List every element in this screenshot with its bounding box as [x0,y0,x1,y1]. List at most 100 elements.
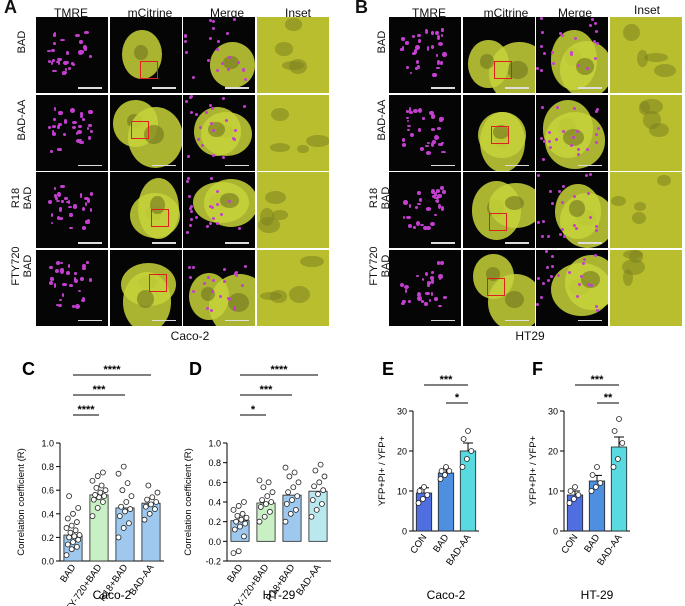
a-mito-dot [184,99,188,103]
a-mito-dot [207,58,211,62]
b-scale-bar [504,164,529,166]
a-tmre-dot [68,212,73,218]
chart-d-data-point [231,526,238,533]
a-tmre-dot [69,227,73,230]
b-tmre-dot [431,114,436,119]
a-tile-mcitrine-3 [109,249,182,326]
chart-d-data-point [286,473,293,480]
a-inset-structure [289,285,311,303]
panel-b-col-tmre: TMRE [412,6,446,20]
a-tmre-dot [84,31,89,35]
chart-d-data-point [240,499,247,505]
b-tmre-dot [442,52,448,57]
b-mito-dot [551,50,555,54]
chart-c-data-point [64,515,71,522]
b-mito-dot [589,284,593,288]
b-mito-dot [587,283,591,287]
b-mito-dot [539,44,543,48]
b-tmre-dot [438,204,442,210]
chart-c-data-point [127,506,134,512]
panel-b-caption: HT29 [515,329,545,343]
a-nucleus [227,293,249,312]
a-tmre-dot [59,216,64,220]
chart-d-data-point [282,464,289,471]
b-tmre-dot [437,194,442,198]
chart-f-data-point [575,492,582,498]
chart-c-data-point [76,532,83,538]
a-tmre-dot [81,206,85,212]
a-tmre-dot [63,119,68,124]
b-tile-mcitrine-1 [462,94,535,171]
a-tmre-dot [67,200,71,204]
a-tmre-dot [58,298,62,302]
a-mito-dot [232,17,236,21]
chart-c-data-point [115,534,122,541]
a-tile-tmre-3 [36,249,108,326]
b-mito-dot [556,106,560,110]
b-tmre-dot [404,284,410,289]
a-mito-dot [234,274,238,278]
b-scale-bar [504,319,529,321]
b-mito-dot [552,61,556,65]
a-nucleus [223,55,240,70]
chart-c-category-label: BAD [58,562,78,584]
chart-f-data-point [572,484,578,490]
a-mito-dot [189,210,193,214]
b-tile-mcitrine-3 [462,249,535,326]
a-mito-dot [209,309,213,313]
b-tmre-dot [417,107,422,113]
b-mito-dot [595,228,599,232]
a-tile-merge-0 [183,17,255,93]
b-mito-dot [594,133,598,137]
a-tmre-dot [88,109,93,114]
b-inset-region-box [493,60,512,79]
b-mito-dot [547,234,551,238]
b-tile-tmre-2 [389,172,461,248]
b-tile-inset-2 [609,172,682,248]
b-tmre-dot [409,132,414,137]
a-tmre-dot [68,205,73,209]
chart-e-bar [459,450,477,532]
chart-c-data-point [74,519,80,525]
chart-d-data-point [289,497,295,503]
chart-c-significance-label: **** [77,404,95,416]
a-tmre-dot [80,276,85,282]
chart-d-data-point [313,506,320,513]
b-mito-dot [569,51,573,55]
bar-charts: C 0.0 0.2 0.4 0.6 0.8 1.0 Correlation coefficie… [16,359,630,606]
chart-f-data-point [611,428,618,434]
b-scale-bar [578,164,602,166]
a-tmre-dot [51,129,55,133]
chart-d-data-point [264,493,271,500]
a-inset-structure [274,42,294,57]
b-mito-dot [585,66,589,70]
a-mito-dot [190,205,194,209]
b-inset-structure [623,23,641,41]
a-tmre-dot [55,269,60,274]
b-tmre-dot [440,60,443,65]
b-mito-dot [581,261,585,265]
b-tmre-dot [402,216,406,219]
chart-d-data-point [242,520,249,527]
panel-a-col-merge: Merge [209,6,244,20]
panel-b-col-mcitrine: mCitrine [483,6,529,20]
b-tmre-dot [429,276,435,281]
a-mito-dot [189,206,193,210]
a-tmre-dot [84,47,87,52]
b-tmre-dot [441,28,444,32]
a-mito-dot [209,222,213,226]
b-mito-dot [586,147,590,151]
a-tmre-dot [55,303,59,306]
chart-d-data-point [315,491,321,498]
chart-c-y-label: Correlation coefficient (R) [16,448,27,556]
b-tmre-dot [437,260,440,266]
chart-d-x-caption: HT-29 [263,588,296,602]
b-tmre-dot [400,48,403,51]
b-mito-dot [536,67,540,71]
b-inset-structure [653,64,676,78]
a-tmre-dot [65,201,69,204]
chart-e-data-point [459,464,466,470]
b-tile-merge-0 [536,17,608,93]
b-tmre-dot [430,142,434,148]
a-mito-dot [211,289,215,293]
